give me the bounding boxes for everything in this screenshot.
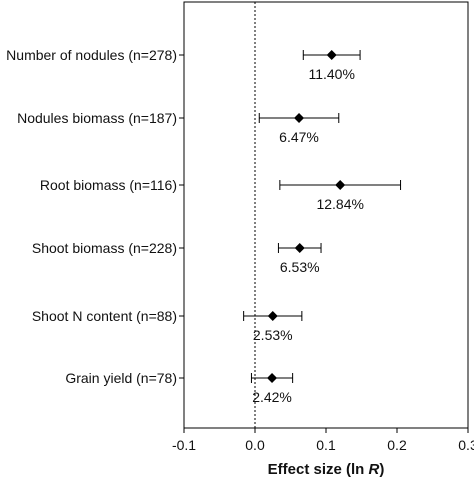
category-label: Shoot biomass (n=228) (32, 240, 177, 256)
value-label: 6.47% (279, 129, 319, 145)
x-axis-title: Effect size (ln R) (268, 461, 385, 478)
effect-point (294, 113, 305, 123)
effect-point (326, 50, 337, 60)
category-label: Nodules biomass (n=187) (17, 110, 177, 126)
plot-layer: 11.40% 6.47% 12.84% 6.53% 2.53% 2.42% (183, 1, 469, 429)
category-label: Root biomass (n=116) (40, 177, 177, 193)
value-label: 6.53% (280, 259, 320, 275)
category-label: Grain yield (n=78) (65, 370, 177, 386)
category-labels: Number of nodules (n=278) Nodules biomass… (6, 47, 184, 386)
value-label: 11.40% (308, 66, 354, 82)
x-tick-label: -0.1 (172, 437, 196, 453)
value-label: 2.42% (252, 389, 292, 405)
effect-point (267, 311, 278, 321)
effect-point (335, 180, 346, 190)
effect-point (294, 243, 305, 253)
x-axis-title-suffix: ) (379, 461, 384, 478)
effect-point (267, 373, 278, 383)
value-label: 2.53% (253, 327, 293, 343)
x-tick-label: 0.2 (387, 437, 407, 453)
x-axis-title-prefix: Effect size (ln (268, 461, 369, 478)
x-tick-label: 0.0 (245, 437, 265, 453)
category-label: Number of nodules (n=278) (6, 47, 177, 63)
category-label: Shoot N content (n=88) (32, 308, 177, 324)
x-tick-label: 0.1 (316, 437, 336, 453)
x-axis: -0.1 0.0 0.1 0.2 0.3 (172, 428, 474, 453)
x-axis-title-italic: R (369, 461, 380, 478)
x-tick-label: 0.3 (458, 437, 474, 453)
value-label: 12.84% (316, 196, 363, 212)
